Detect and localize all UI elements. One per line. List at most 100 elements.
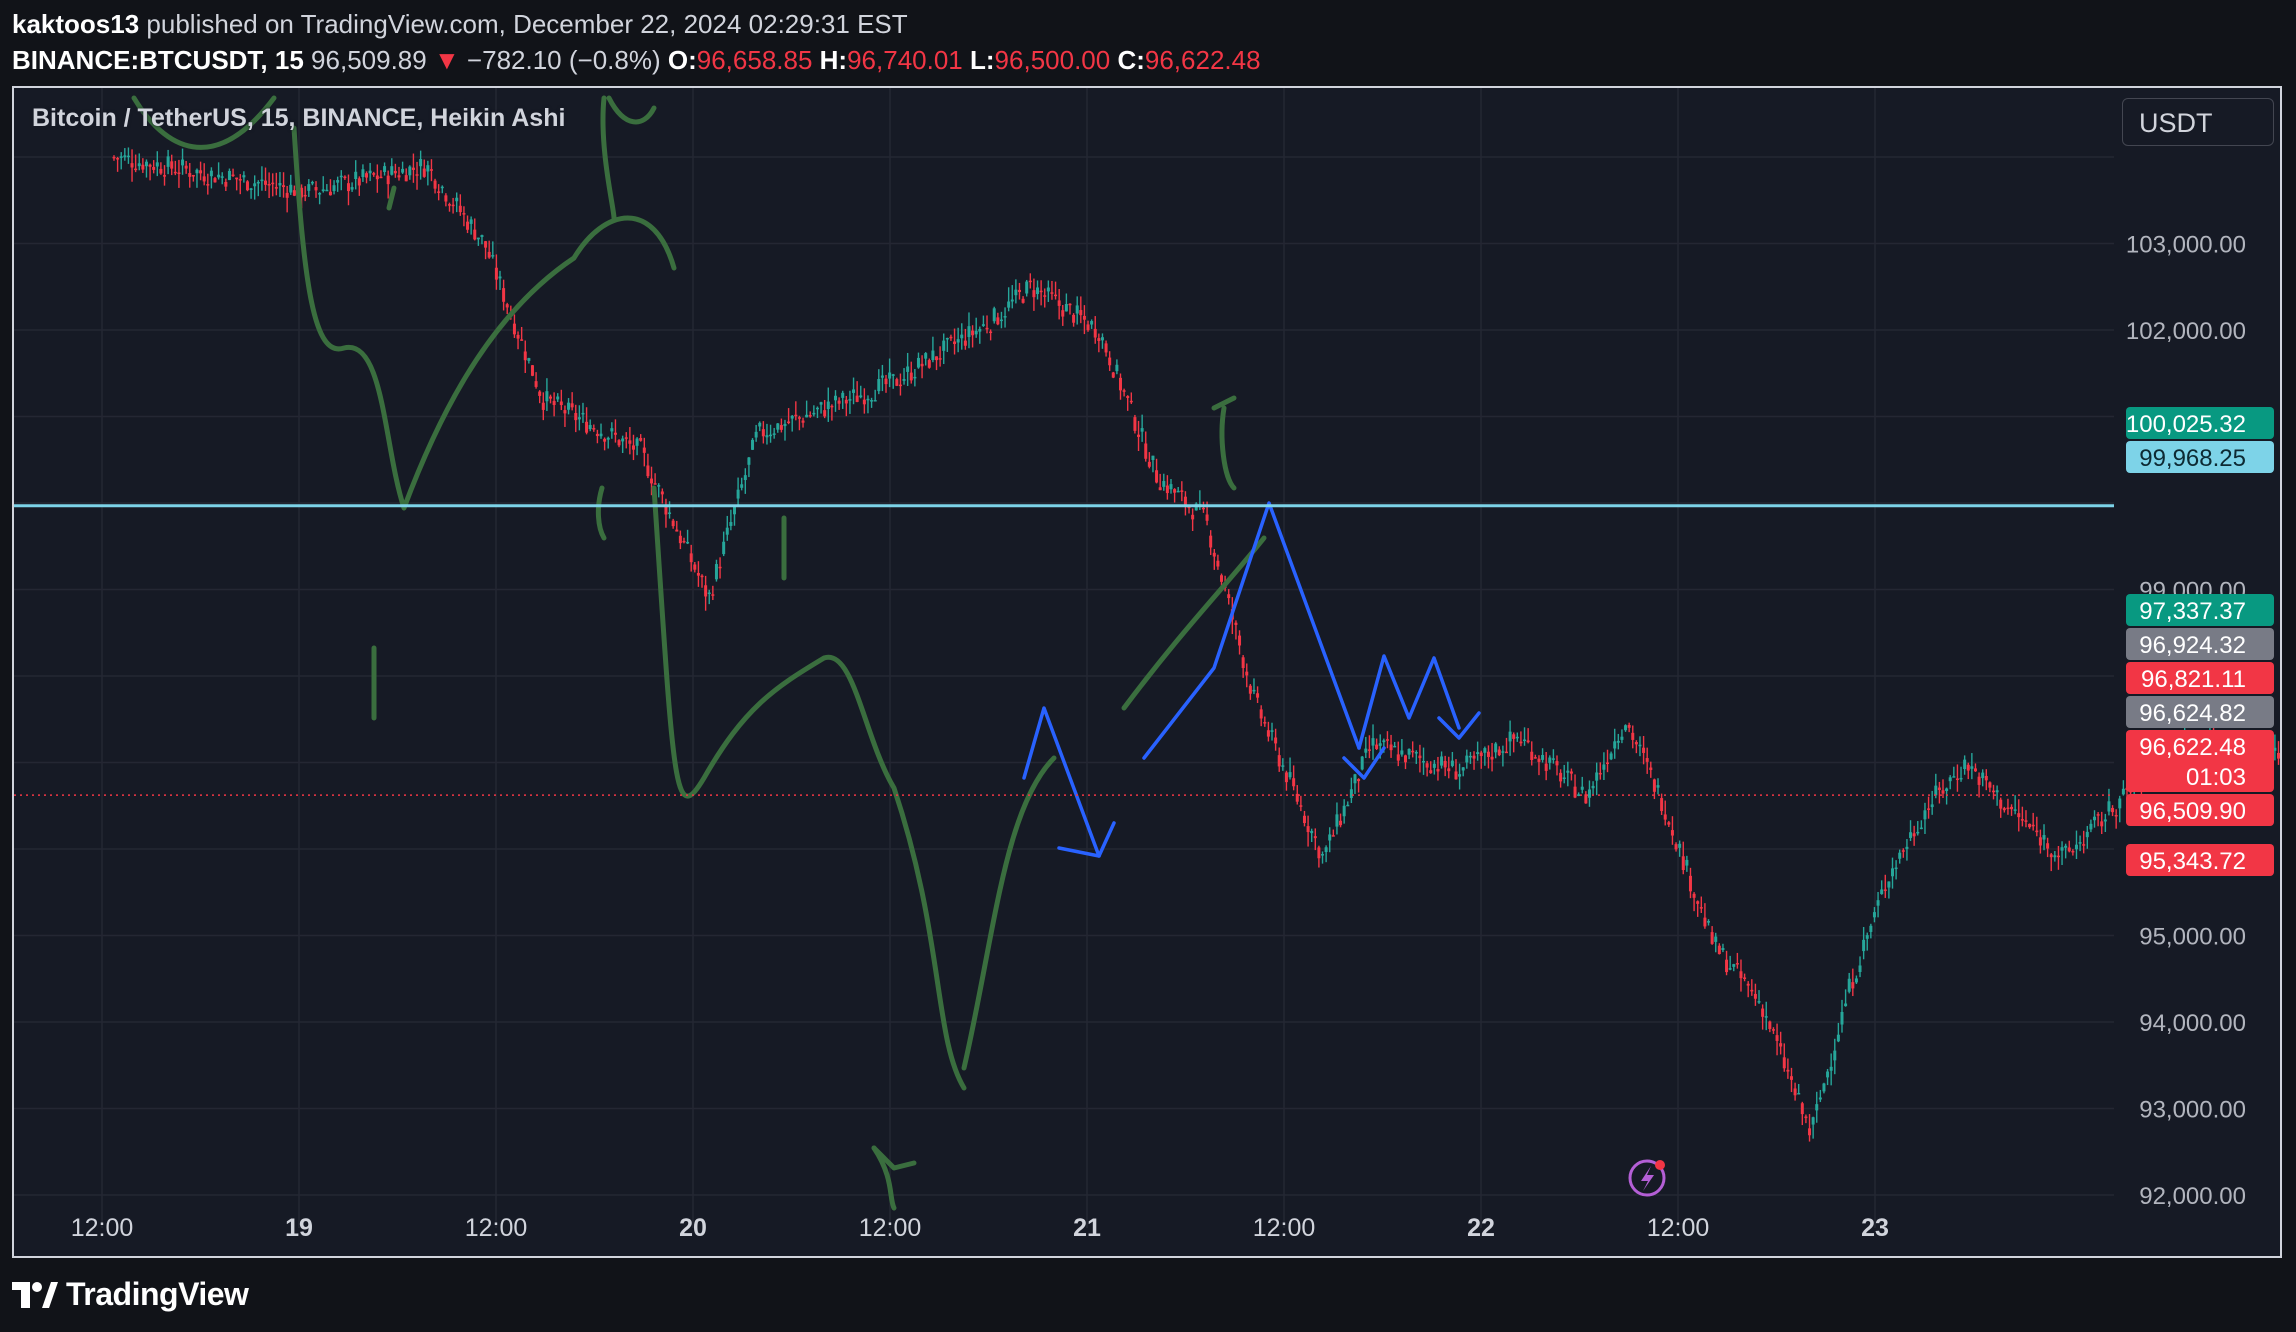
candle-body: [765, 435, 769, 438]
candle-body: [902, 379, 906, 381]
candle-body: [570, 403, 574, 408]
candle-body: [520, 339, 524, 341]
hand-drawn-curve: [600, 95, 617, 221]
candle-body: [1703, 917, 1707, 927]
author-name[interactable]: kaktoos13: [12, 9, 140, 39]
candle-body: [1104, 343, 1108, 353]
candle-body: [1901, 850, 1905, 852]
candle-body: [2281, 747, 2282, 753]
candle-body: [852, 389, 856, 393]
candle-body: [1652, 779, 1656, 792]
candles: [112, 147, 2282, 1142]
candle-body: [433, 180, 437, 189]
candle-body: [1003, 316, 1007, 318]
candle-body: [1382, 740, 1386, 743]
candle-body: [184, 165, 188, 169]
candle-body: [173, 171, 177, 174]
price-label-text: 95,343.72: [2139, 848, 2246, 875]
candle-body: [260, 179, 264, 182]
candle-body: [1890, 868, 1894, 877]
candle-body: [2107, 801, 2111, 812]
x-tick-label: 21: [1073, 1214, 1101, 1242]
candle-body: [1587, 789, 1591, 798]
candle-body: [1746, 983, 1750, 986]
candle-body: [1483, 748, 1487, 753]
candle-body: [1284, 772, 1288, 783]
candle-body: [264, 180, 268, 185]
candle-body: [1353, 774, 1357, 784]
candle-body: [696, 572, 700, 576]
candle-body: [1977, 776, 1981, 785]
candle-body: [426, 165, 430, 172]
currency-button[interactable]: USDT: [2122, 98, 2274, 146]
candle-body: [1057, 300, 1061, 306]
candle-body: [805, 414, 809, 418]
candle-body: [1432, 763, 1436, 768]
candle-body: [1681, 856, 1685, 871]
candle-body: [411, 167, 415, 170]
candle-body: [2010, 806, 2014, 810]
candle-body: [271, 182, 275, 185]
y-tick-label: 93,000.00: [2139, 1097, 2246, 1124]
candle-body: [1450, 760, 1454, 766]
candle-body: [1526, 740, 1530, 743]
candle-body: [909, 372, 913, 381]
brand-name[interactable]: TradingView: [66, 1276, 249, 1312]
candle-body: [1793, 1088, 1797, 1096]
y-tick-label: 92,000.00: [2139, 1183, 2246, 1210]
candle-body: [1674, 844, 1678, 850]
candle-body: [1266, 730, 1270, 737]
candle-body: [177, 172, 181, 175]
price-label-box: [2126, 594, 2274, 626]
candle-body: [772, 433, 776, 435]
candle-body: [2277, 752, 2280, 759]
candle-body: [451, 204, 455, 207]
candle-body: [624, 437, 628, 439]
candle-body: [321, 189, 325, 192]
candle-body: [855, 395, 859, 402]
candle-body: [1566, 770, 1570, 773]
tradingview-logo-icon[interactable]: [12, 1281, 58, 1308]
candle-body: [303, 194, 307, 197]
candle-body: [1367, 749, 1371, 751]
candle-body: [1707, 921, 1711, 923]
candle-body: [1375, 744, 1379, 749]
candle-body: [1245, 671, 1249, 676]
candle-body: [1789, 1076, 1793, 1080]
candle-body: [1894, 867, 1898, 870]
candle-body: [1072, 314, 1076, 323]
candle-body: [1800, 1103, 1804, 1115]
candle-body: [1292, 778, 1296, 787]
candle-body: [1634, 742, 1638, 745]
candle-body: [1941, 790, 1945, 794]
candle-body: [797, 417, 801, 419]
candle-body: [877, 378, 881, 392]
candle-body: [1111, 372, 1115, 378]
candle-body: [141, 164, 145, 170]
alert-ring-icon: [1628, 1159, 1666, 1197]
candle-body: [1887, 881, 1891, 888]
candle-body: [1436, 769, 1440, 772]
candle-body: [1826, 1071, 1830, 1078]
candle-body: [318, 193, 322, 195]
candle-body: [1479, 752, 1483, 757]
candle-body: [1847, 978, 1851, 992]
candle-body: [253, 183, 257, 187]
candle-body: [1584, 794, 1588, 804]
candle-body: [1606, 762, 1610, 765]
candle-body: [960, 334, 964, 339]
candle-body: [1205, 514, 1209, 521]
candle-body: [1804, 1116, 1808, 1119]
candle-body: [953, 341, 957, 345]
candle-body: [574, 413, 578, 421]
chart-frame[interactable]: 103,000.00102,000.00101,000.0099,000.009…: [12, 86, 2282, 1258]
candle-body: [996, 317, 1000, 325]
candle-body: [971, 330, 975, 336]
candle-body: [592, 428, 596, 430]
candle-body: [2042, 835, 2046, 840]
candle-body: [1865, 935, 1869, 939]
chart-title: Bitcoin / TetherUS, 15, BINANCE, Heikin …: [32, 104, 566, 132]
price-label-box: [2126, 730, 2274, 792]
price-chart[interactable]: 103,000.00102,000.00101,000.0099,000.009…: [14, 88, 2282, 1258]
candle-body: [812, 412, 816, 415]
